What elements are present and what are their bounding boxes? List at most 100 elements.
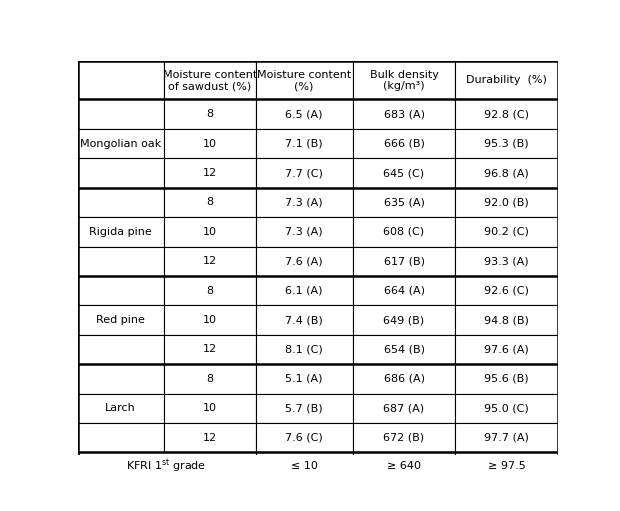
- Bar: [353, 276, 455, 306]
- Bar: [255, 423, 353, 452]
- Bar: [455, 100, 558, 129]
- Text: 92.0 (B): 92.0 (B): [484, 197, 529, 207]
- Text: Moisture content
of sawdust (%): Moisture content of sawdust (%): [162, 69, 257, 91]
- Bar: [455, 335, 558, 364]
- Bar: [78, 306, 164, 335]
- Bar: [164, 129, 255, 158]
- Text: 97.7 (A): 97.7 (A): [484, 433, 529, 443]
- Text: 8: 8: [206, 286, 213, 296]
- Text: 96.8 (A): 96.8 (A): [484, 168, 529, 178]
- Bar: [255, 276, 353, 306]
- Bar: [164, 217, 255, 246]
- Bar: [455, 246, 558, 276]
- Bar: [78, 100, 164, 129]
- Text: 7.4 (B): 7.4 (B): [285, 315, 323, 325]
- Bar: [164, 158, 255, 188]
- Text: 687 (A): 687 (A): [383, 403, 425, 413]
- Text: 8.1 (C): 8.1 (C): [285, 344, 323, 355]
- Text: 8: 8: [206, 197, 213, 207]
- Bar: [164, 276, 255, 306]
- Bar: [78, 452, 255, 479]
- Bar: [78, 276, 164, 306]
- Text: 90.2 (C): 90.2 (C): [484, 227, 529, 237]
- Text: 5.7 (B): 5.7 (B): [285, 403, 323, 413]
- Text: 664 (A): 664 (A): [384, 286, 425, 296]
- Bar: [255, 129, 353, 158]
- Bar: [255, 61, 353, 100]
- Bar: [455, 306, 558, 335]
- Bar: [78, 129, 164, 158]
- Bar: [455, 61, 558, 100]
- Bar: [164, 100, 255, 129]
- Bar: [78, 217, 164, 246]
- Text: Red pine: Red pine: [96, 315, 145, 325]
- Text: 686 (A): 686 (A): [384, 374, 425, 384]
- Text: 8: 8: [206, 109, 213, 119]
- Bar: [78, 393, 164, 423]
- Text: 97.6 (A): 97.6 (A): [484, 344, 529, 355]
- Bar: [164, 306, 255, 335]
- Bar: [255, 100, 353, 129]
- Text: 7.3 (A): 7.3 (A): [285, 197, 323, 207]
- Bar: [455, 364, 558, 393]
- Bar: [78, 61, 164, 100]
- Bar: [353, 335, 455, 364]
- Bar: [455, 217, 558, 246]
- Bar: [353, 423, 455, 452]
- Text: 5.1 (A): 5.1 (A): [285, 374, 323, 384]
- Text: 617 (B): 617 (B): [384, 256, 425, 266]
- Text: Durability  (%): Durability (%): [466, 76, 547, 85]
- Text: 666 (B): 666 (B): [384, 138, 425, 149]
- Bar: [455, 393, 558, 423]
- Text: 94.8 (B): 94.8 (B): [484, 315, 529, 325]
- Text: 12: 12: [203, 256, 217, 266]
- Bar: [164, 188, 255, 217]
- Text: Moisture content
(%): Moisture content (%): [257, 69, 351, 91]
- Bar: [353, 452, 455, 479]
- Text: Rigida pine: Rigida pine: [89, 227, 152, 237]
- Bar: [78, 188, 164, 217]
- Text: 7.6 (C): 7.6 (C): [285, 433, 323, 443]
- Bar: [255, 306, 353, 335]
- Text: 12: 12: [203, 168, 217, 178]
- Bar: [455, 188, 558, 217]
- Text: 12: 12: [203, 344, 217, 355]
- Text: 8: 8: [206, 374, 213, 384]
- Bar: [255, 246, 353, 276]
- Bar: [353, 364, 455, 393]
- Bar: [353, 158, 455, 188]
- Bar: [164, 246, 255, 276]
- Bar: [255, 393, 353, 423]
- Text: 672 (B): 672 (B): [383, 433, 425, 443]
- Text: 6.1 (A): 6.1 (A): [285, 286, 323, 296]
- Text: 10: 10: [203, 227, 216, 237]
- Text: 95.3 (B): 95.3 (B): [484, 138, 529, 149]
- Text: Mongolian oak: Mongolian oak: [80, 138, 161, 149]
- Bar: [164, 364, 255, 393]
- Bar: [353, 129, 455, 158]
- Text: 10: 10: [203, 403, 216, 413]
- Text: Larch: Larch: [105, 403, 136, 413]
- Text: KFRI 1$^{\mathrm{st}}$ grade: KFRI 1$^{\mathrm{st}}$ grade: [126, 457, 206, 475]
- Bar: [164, 423, 255, 452]
- Bar: [353, 188, 455, 217]
- Bar: [455, 129, 558, 158]
- Text: ≥ 640: ≥ 640: [387, 461, 421, 471]
- Text: 95.6 (B): 95.6 (B): [484, 374, 529, 384]
- Bar: [78, 423, 164, 452]
- Bar: [164, 335, 255, 364]
- Bar: [255, 364, 353, 393]
- Bar: [353, 61, 455, 100]
- Text: 95.0 (C): 95.0 (C): [484, 403, 529, 413]
- Text: Bulk density
(kg/m³): Bulk density (kg/m³): [370, 69, 438, 91]
- Bar: [78, 335, 164, 364]
- Bar: [255, 188, 353, 217]
- Text: 7.7 (C): 7.7 (C): [285, 168, 323, 178]
- Text: 683 (A): 683 (A): [384, 109, 425, 119]
- Bar: [353, 100, 455, 129]
- Text: 92.6 (C): 92.6 (C): [484, 286, 529, 296]
- Bar: [353, 306, 455, 335]
- Bar: [455, 158, 558, 188]
- Bar: [353, 246, 455, 276]
- Bar: [455, 276, 558, 306]
